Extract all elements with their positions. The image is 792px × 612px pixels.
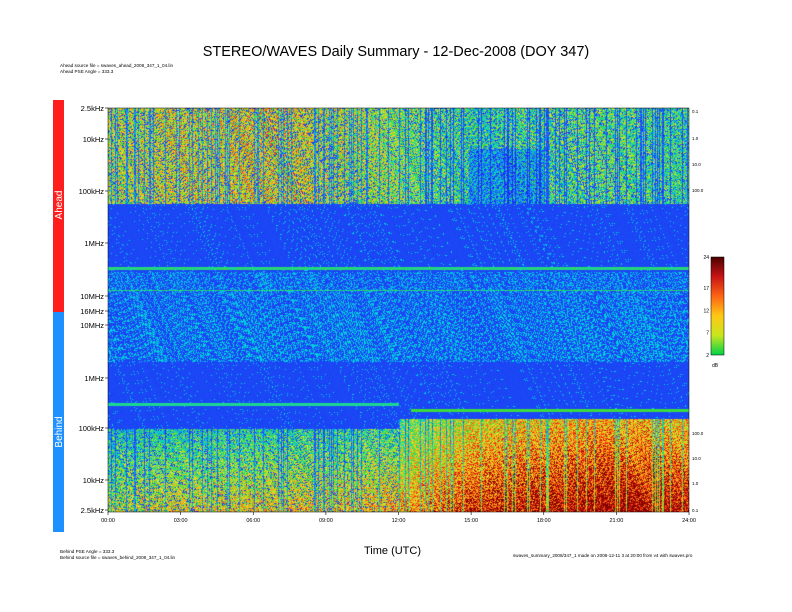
colorbar-tick-label: 2 [706,353,709,359]
colorbar-tick-label: 17 [703,286,709,292]
behind-bar [53,312,64,532]
behind-y-tick-label: 10kHz [83,476,105,485]
ahead-source-label: Ahead source file = swaves_ahead_2008_34… [60,63,174,68]
colorbar-rect [710,256,725,356]
program-note: swaves_summary_2008/347_1 made on 2008-1… [513,553,693,558]
behind-y-tick-label: 1MHz [84,374,104,383]
ahead-bar [53,100,64,312]
ahead-y-tick-label: 100kHz [79,187,105,196]
behind-pse-label: Behind PSE Angle = 333.3 [60,549,115,554]
behind-right-tick-label: 100.0 [692,431,704,436]
behind-panel-label: Behind [54,416,65,447]
spacecraft-bars: Ahead Behind [53,100,65,532]
ahead-right-tick-label: 1.0 [692,136,699,141]
colorbar-tick-label: 12 [703,308,709,314]
x-tick-label: 21:00 [609,518,623,524]
ahead-y-tick-label: 16MHz [80,307,104,316]
ahead-right-tick-label: 0.1 [692,109,699,114]
x-tick-label: 18:00 [537,518,551,524]
behind-right-tick-label: 10.0 [692,456,701,461]
x-tick-label: 00:00 [101,518,115,524]
colorbar: 24 17 12 7 2dB [703,255,725,369]
colorbar-tick-label: 7 [706,331,709,337]
spectrogram-image [108,108,689,512]
x-tick-label: 12:00 [392,518,406,524]
x-axis-label: Time (UTC) [364,545,421,557]
ahead-right-tick-label: 10.0 [692,162,701,167]
page-title: STEREO/WAVES Daily Summary - 12-Dec-2008… [202,44,590,60]
behind-source-label: Behind source file = swaves_behind_2008_… [60,555,176,560]
x-tick-label: 03:00 [174,518,188,524]
x-tick-label: 15:00 [464,518,478,524]
ahead-y-tick-label: 10MHz [80,292,104,301]
spectrogram-plot [108,108,689,512]
ahead-y-tick-label: 1MHz [84,239,104,248]
ahead-y-tick-label: 2.5kHz [81,104,105,113]
colorbar-unit: dB [712,363,719,369]
ahead-panel-label: Ahead [54,191,65,220]
chart-axes: 2.5kHz 10kHz 100kHz 1MHz 10MHz 16MHz 10MHz 1MHz… [79,104,704,557]
x-tick-label: 09:00 [319,518,333,524]
behind-right-tick-label: 0.1 [692,508,699,513]
x-tick-label: 24:00 [682,518,696,524]
ahead-pse-label: Ahead PSE Angle = 333.3 [60,69,114,74]
ahead-y-tick-label: 10kHz [83,135,105,144]
ahead-right-tick-label: 100.0 [692,188,704,193]
x-tick-label: 06:00 [246,518,260,524]
behind-y-tick-label: 2.5kHz [81,506,105,515]
behind-y-tick-label: 10MHz [80,321,104,330]
colorbar-tick-label: 24 [703,255,709,261]
behind-y-tick-label: 100kHz [79,424,105,433]
behind-right-tick-label: 1.0 [692,481,699,486]
